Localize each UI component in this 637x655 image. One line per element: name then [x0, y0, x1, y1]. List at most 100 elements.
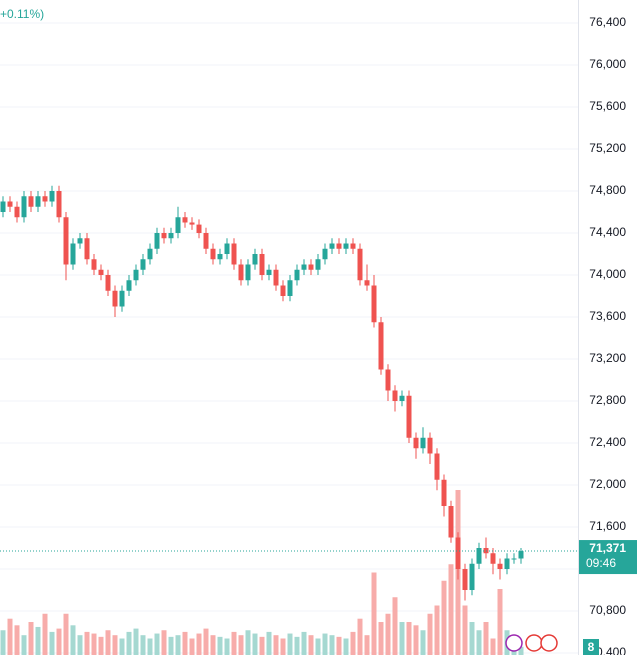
candle-body [63, 217, 69, 265]
candle-body [112, 290, 118, 307]
countdown-label: 09:46 [586, 556, 616, 570]
candle-body [322, 248, 328, 260]
candle-body [406, 395, 412, 438]
y-tick-label: 74,800 [589, 183, 626, 197]
volume-bar [203, 628, 209, 655]
y-tick-label: 71,600 [589, 519, 626, 533]
volume-bar [126, 631, 132, 655]
volume-bar [490, 638, 496, 655]
candle-body [126, 280, 132, 291]
volume-bar [399, 622, 405, 655]
candle-body [413, 437, 419, 449]
candle-body [273, 269, 279, 286]
volume-bar [189, 638, 195, 655]
volume-bar [35, 626, 41, 655]
candle-body [385, 369, 391, 391]
volume-bar [266, 631, 272, 655]
y-tick-label: 72,400 [589, 435, 626, 449]
last-price-box [579, 540, 637, 575]
candle-body [49, 190, 55, 202]
candle-body [336, 243, 342, 249]
candle-body [7, 201, 13, 207]
candle-body [511, 558, 517, 560]
volume-bar [280, 638, 286, 655]
event-icon [540, 634, 558, 652]
badge-box [583, 639, 599, 655]
volume-bar [497, 589, 503, 655]
volume-bar [378, 622, 384, 655]
volume-bar [245, 630, 251, 655]
volume-bar [434, 605, 440, 655]
candle-body [364, 280, 370, 286]
volume-bar [476, 630, 482, 655]
volume-bar [308, 635, 314, 655]
candle-body [231, 243, 237, 265]
candle-body [280, 285, 286, 296]
y-tick-label: 70,400 [589, 645, 626, 655]
candle-body [70, 243, 76, 265]
volume-bar [462, 605, 468, 655]
volume-bar [392, 597, 398, 655]
candle-body [14, 206, 20, 218]
candle-body [21, 196, 27, 218]
volume-bar [441, 580, 447, 655]
volume-bar [238, 635, 244, 655]
volume-bar [14, 625, 20, 655]
candle-body [392, 390, 398, 402]
candle-body [203, 232, 209, 249]
volume-bar [210, 635, 216, 655]
volume-bar [343, 638, 349, 655]
candle-body [210, 248, 216, 260]
volume-bar [133, 628, 139, 655]
candle-body [56, 190, 62, 218]
candle-body [140, 259, 146, 270]
y-tick-label: 74,000 [589, 267, 626, 281]
volume-bar [350, 631, 356, 655]
candle-body [476, 548, 482, 564]
volume-bar [21, 635, 27, 655]
volume-bar [287, 633, 293, 655]
candle-body [266, 269, 272, 275]
candle-body [287, 280, 293, 296]
candle-body [518, 551, 524, 559]
candle-body [294, 269, 300, 281]
candle-body [455, 537, 461, 570]
candle-body [252, 253, 258, 265]
candle-body [343, 243, 349, 249]
volume-bar [175, 635, 181, 655]
volume-bar [385, 613, 391, 655]
volume-bar [420, 630, 426, 655]
y-tick-label: 70,800 [589, 603, 626, 617]
candle-body [329, 243, 335, 249]
volume-bar [91, 633, 97, 655]
volume-bar [483, 622, 489, 655]
volume-bar [105, 630, 111, 655]
volume-bar [42, 613, 48, 655]
candle-body [175, 217, 181, 233]
volume-bar [371, 572, 377, 655]
candle-body [161, 232, 167, 239]
volume-bar [301, 631, 307, 655]
volume-bar [161, 630, 167, 655]
candle-body [147, 248, 153, 260]
candle-body [469, 563, 475, 591]
volume-bar [49, 631, 55, 655]
candle-body [182, 217, 188, 223]
candle-body [301, 264, 307, 270]
candle-body [504, 558, 510, 570]
candle-body [189, 222, 195, 225]
volume-bar [168, 636, 174, 655]
grid [0, 22, 578, 654]
last-price-label: 71,371 [589, 541, 626, 555]
volume-bar [329, 635, 335, 655]
candle-body [315, 259, 321, 270]
candle-body [196, 224, 202, 233]
volume-bar [0, 630, 6, 655]
candle-body [350, 243, 356, 249]
candle-body [217, 253, 223, 260]
candle-body [98, 269, 104, 275]
volume-bar [63, 613, 69, 655]
candle-body [441, 479, 447, 507]
candle-body [378, 322, 384, 370]
candle-body [357, 248, 363, 281]
